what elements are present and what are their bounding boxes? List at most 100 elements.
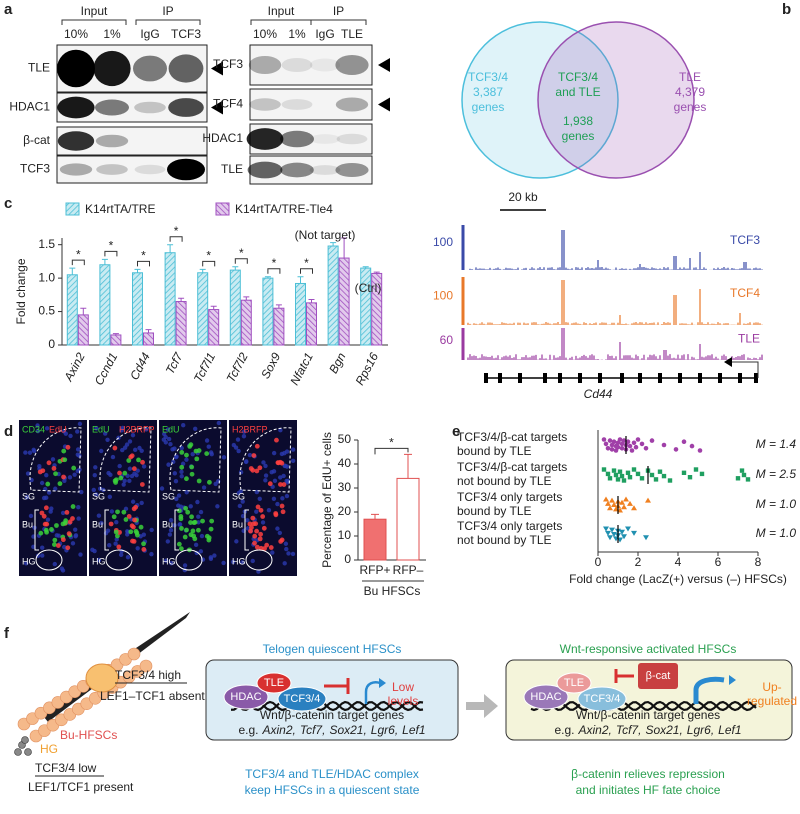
nucleus [238,469,244,475]
nucleus [198,549,204,554]
band [336,133,368,145]
nucleus [44,426,50,431]
lane-label: TCF3 [171,27,201,41]
cell [45,481,51,487]
cell [139,482,145,487]
cell [179,450,185,455]
gene-name: Cd44 [584,387,613,401]
venn-right [537,21,695,179]
nucleus [105,437,110,442]
nucleus [77,421,83,427]
band [246,128,284,150]
median-label: M = 1.4 [756,437,797,451]
gene-example: Sox21, [329,723,366,737]
nucleus [76,516,81,521]
exon [498,373,502,383]
track-max: 100 [433,288,453,302]
nucleus [109,509,115,514]
sig-star: * [174,224,179,238]
nucleus [236,448,241,454]
nucleus [195,499,200,505]
protein [523,684,569,710]
point [611,468,617,473]
band [309,134,341,144]
cell [61,448,67,454]
cell [60,521,66,527]
cell [281,482,287,487]
venn-left-text: 3,387 [473,85,503,99]
x-tick-label: Axin2 [61,350,88,384]
y-tick-label: 50 [338,432,352,446]
dna [530,700,757,712]
dna [530,700,757,712]
nucleus [161,431,167,437]
nucleus [122,478,127,484]
nucleus [114,520,119,525]
protein [256,672,292,694]
nucleus [172,471,178,476]
point [639,441,645,447]
cell [65,444,71,450]
point [739,468,745,473]
nucleus [141,464,147,469]
bar [132,272,143,346]
point [603,441,609,447]
cell [65,545,71,551]
protein-label: HDAC [230,691,261,703]
nucleus [144,427,149,432]
region-label: SG [232,491,245,501]
cell [249,525,254,530]
cell [46,460,52,466]
nucleus [230,559,236,565]
error-bar [112,333,119,335]
nucleus [271,450,277,456]
nucleus [179,469,184,475]
nucleus [238,488,243,494]
nucleus [169,560,174,566]
nucleus [257,496,262,502]
nucleus [221,560,226,566]
point [687,475,693,480]
channel-label: EdU [92,424,110,434]
band [133,55,167,82]
cell [251,453,257,458]
cell [250,515,256,521]
tss-arrowhead [724,357,732,367]
nucleus [172,523,177,528]
cell [278,482,283,487]
channel-label: H2BRFP [119,424,155,434]
point [633,444,639,450]
protein [577,686,627,712]
nucleus [70,541,76,546]
nucleus [135,468,140,473]
row-label: TCF3 [213,57,243,71]
nucleus [254,509,259,514]
nucleus [263,473,269,478]
cell [118,475,124,481]
panel-label: b [782,1,791,18]
venn-overlap-text: 1,938 [563,114,593,128]
nucleus [190,451,195,457]
y-tick-label: 20 [338,504,352,518]
point [619,473,625,479]
nucleus [270,550,275,555]
point [607,438,613,443]
error-bar [362,266,369,269]
point [639,476,645,481]
row-label: HDAC1 [9,100,50,114]
venn-overlap-text: TCF3/4 [558,70,598,84]
nucleus [278,475,283,480]
cell [257,465,263,471]
category-label: bound by TLE [457,444,532,458]
cell [133,504,139,510]
cell [192,519,198,525]
genes-label: Wnt/β-catenin target genes [576,708,720,722]
point [667,478,673,483]
cell [264,542,270,548]
bar [66,274,78,346]
exon [698,373,702,383]
bar [240,299,252,346]
gene-example: e.g. [238,723,258,737]
dermal-papilla [21,736,29,744]
blot-box [249,44,373,86]
